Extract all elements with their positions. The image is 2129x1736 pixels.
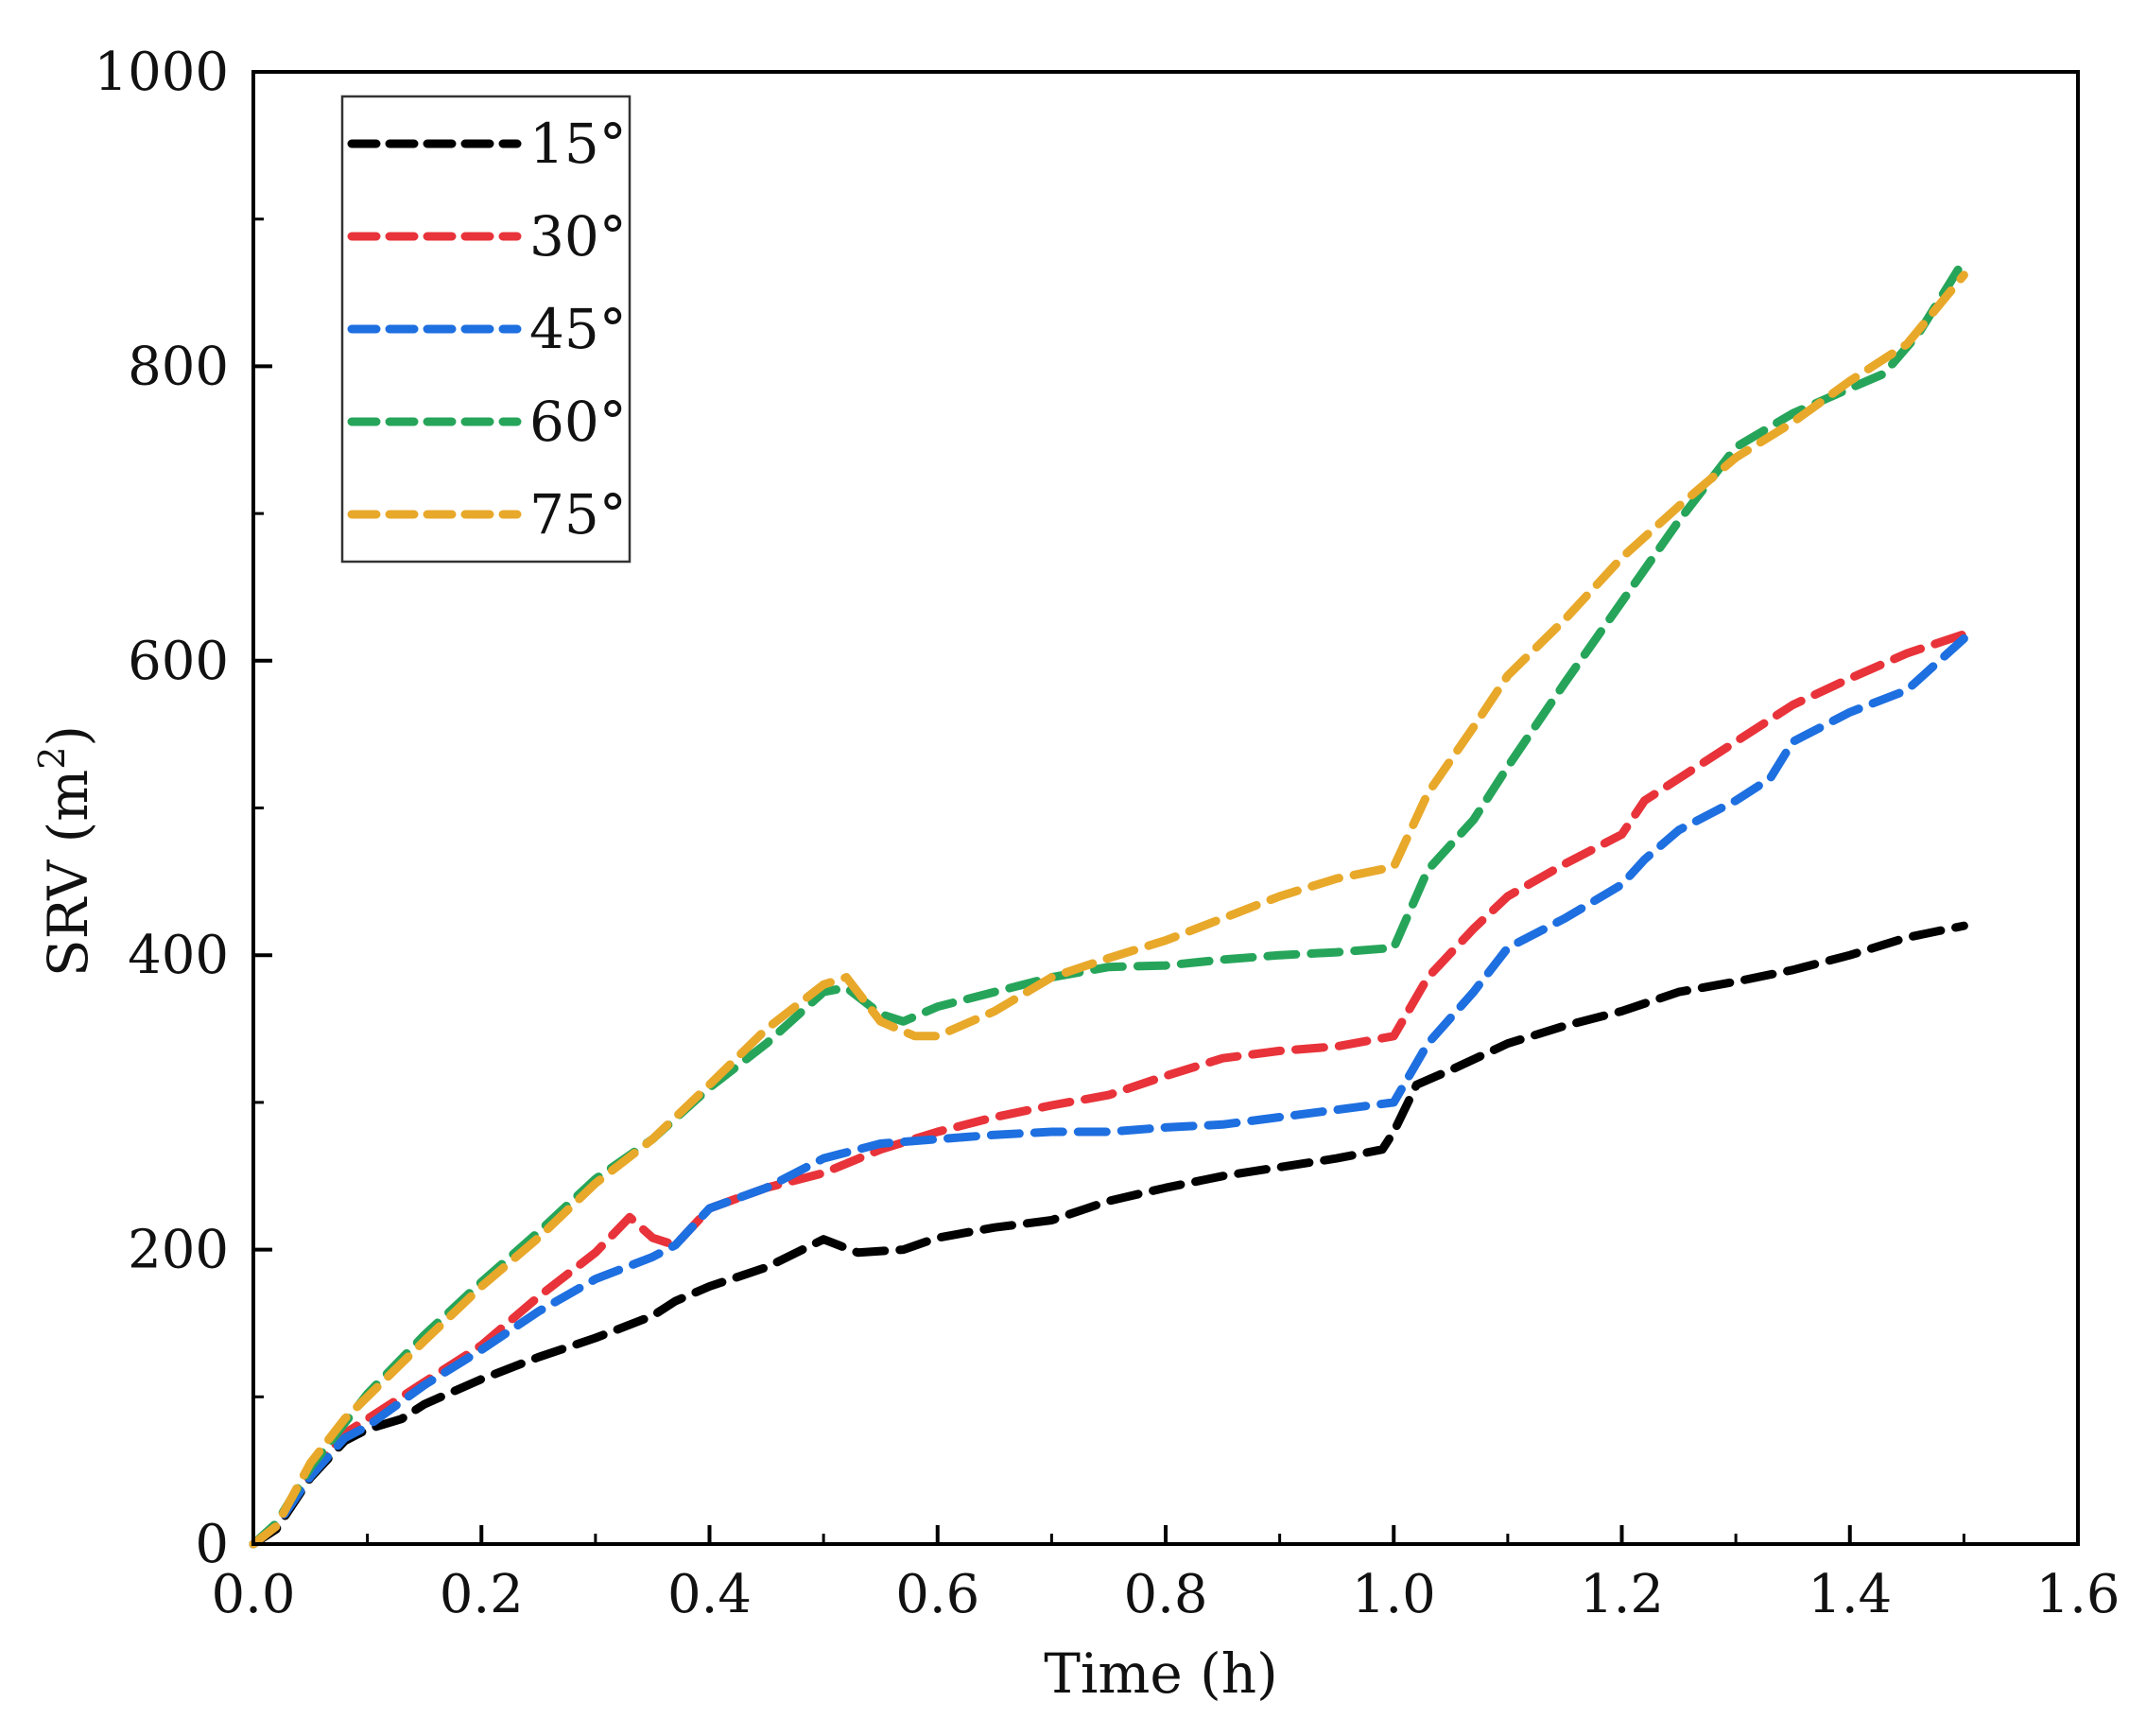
y-axis-title-close: ) [36, 725, 100, 747]
y-tick-label: 800 [128, 336, 229, 397]
y-tick-label: 400 [128, 925, 229, 986]
y-axis-title: SRV (m2) [31, 725, 100, 977]
series-line-2 [249, 630, 1968, 1549]
y-tick-label: 0 [195, 1514, 229, 1575]
legend-label-3: 45° [529, 297, 627, 361]
x-tick-label: 0.2 [440, 1564, 524, 1625]
x-tick-label: 0.0 [211, 1564, 295, 1625]
legend-label-1: 15° [529, 112, 627, 176]
legend-label-2: 30° [529, 204, 627, 269]
series-line-5 [249, 270, 1968, 1549]
x-tick-label: 1.2 [1580, 1564, 1664, 1625]
x-tick-label: 1.4 [1808, 1564, 1892, 1625]
y-axis-title-superscript: 2 [31, 747, 73, 770]
y-axis-title-main: SRV (m [36, 770, 100, 977]
y-tick-label: 200 [128, 1220, 229, 1281]
tick-labels: 0.0 0.2 0.4 0.6 0.8 1.0 1.2 1.4 1.6 0 200 400 600 800… [94, 42, 2120, 1625]
x-axis-title: Time (h) [1044, 1641, 1278, 1706]
y-tick-label: 600 [128, 631, 229, 692]
legend: 15° 30° 45° 60° 75° [340, 95, 632, 564]
x-tick-label: 0.6 [895, 1564, 979, 1625]
plot-lines [249, 255, 1968, 1549]
x-tick-label: 1.6 [2035, 1564, 2120, 1625]
series-line-1 [249, 921, 1968, 1549]
x-tick-label: 0.4 [667, 1564, 752, 1625]
x-tick-label: 0.8 [1123, 1564, 1207, 1625]
ticks [251, 70, 2080, 1546]
legend-label-4: 60° [529, 390, 627, 454]
x-tick-label: 1.0 [1352, 1564, 1436, 1625]
y-tick-label: 1000 [94, 42, 229, 103]
legend-label-5: 75° [529, 482, 627, 547]
series-line-3 [249, 634, 1968, 1549]
